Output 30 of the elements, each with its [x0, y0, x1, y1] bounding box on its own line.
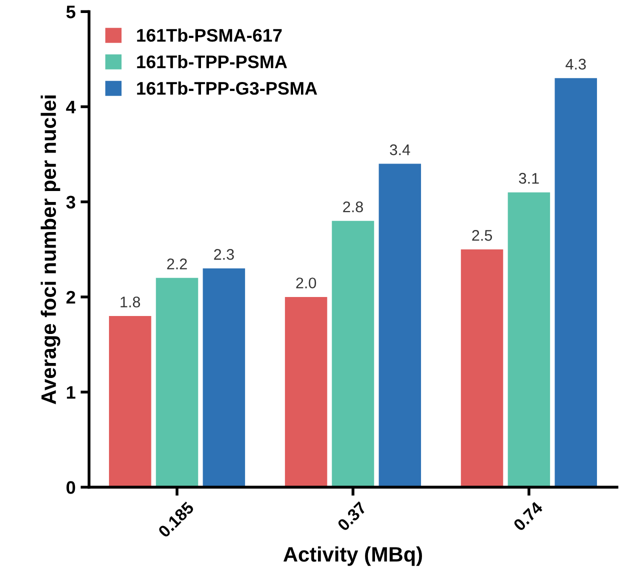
bar	[108, 316, 152, 488]
y-tick-label: 0	[66, 481, 76, 494]
data-label: 4.3	[566, 58, 586, 70]
bar	[332, 220, 374, 488]
y-axis-title: Average foci number per nuclei	[40, 96, 60, 404]
data-label: 2.2	[167, 258, 187, 270]
bar	[460, 249, 504, 488]
y-tick-label: 2	[66, 290, 76, 304]
data-label: 3.1	[518, 172, 539, 184]
bar	[378, 164, 422, 488]
data-label: 1.8	[120, 296, 140, 308]
bar	[156, 278, 198, 488]
bar	[554, 78, 597, 488]
x-tick-label: 0.74	[512, 500, 544, 532]
bar	[508, 192, 550, 488]
legend-label: 161Tb-TPP-PSMA	[137, 54, 287, 68]
x-axis-title: Activity (MBq)	[283, 546, 422, 566]
data-label: 3.4	[390, 144, 410, 156]
data-label: 2.3	[214, 249, 234, 260]
y-tick-label: 1	[66, 386, 76, 399]
data-label: 2.8	[343, 201, 363, 212]
legend-label: 161Tb-TPP-G3-PSMA	[137, 81, 318, 95]
legend-label: 161Tb-PSMA-617	[137, 28, 282, 42]
y-tick-label: 5	[66, 6, 76, 18]
y-tick-label: 3	[66, 196, 76, 209]
data-label: 2.0	[296, 278, 316, 288]
y-tick-label: 4	[66, 100, 76, 114]
bar	[202, 268, 246, 488]
data-label: 2.5	[472, 230, 492, 241]
bar	[284, 296, 328, 488]
